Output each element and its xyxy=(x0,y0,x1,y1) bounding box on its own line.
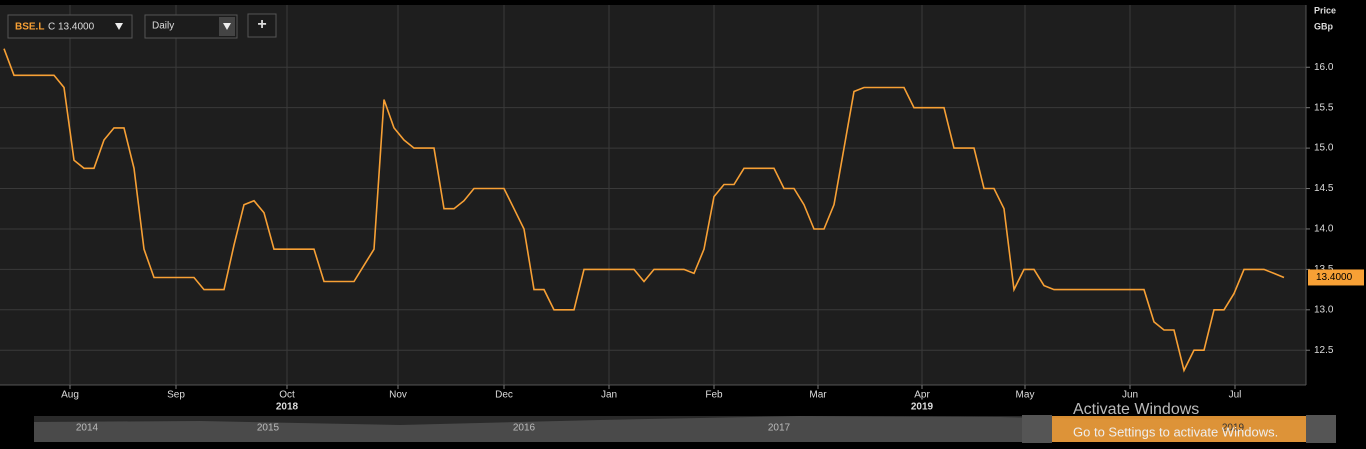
x-tick-label: Apr xyxy=(914,390,930,401)
x-tick-label: Jul xyxy=(1229,390,1242,401)
y-tick-label: 15.0 xyxy=(1314,143,1334,154)
x-tick-label: Oct xyxy=(279,390,295,401)
price-line xyxy=(3,48,1285,373)
symbol-selector[interactable] xyxy=(7,14,133,39)
x-tick-label: Sep xyxy=(167,390,185,401)
year-label: 2019 xyxy=(911,402,934,413)
interval-selector[interactable] xyxy=(144,14,238,39)
x-tick-label: Mar xyxy=(809,390,827,401)
quote: C 13.4000 xyxy=(48,22,95,33)
x-tick-label: Dec xyxy=(495,390,513,401)
dropdown-arrow xyxy=(115,23,123,30)
x-tick-label: Jun xyxy=(1122,390,1138,401)
y-tick-label: 15.5 xyxy=(1314,102,1334,113)
x-tick-label: Feb xyxy=(705,390,723,401)
y-tick-label: 13.0 xyxy=(1314,304,1334,315)
add-button[interactable] xyxy=(247,13,277,38)
navigator-handle[interactable] xyxy=(1022,415,1052,443)
watermark-title: Activate Windows xyxy=(1073,401,1199,418)
watermark-text: Go to Settings to activate Windows. xyxy=(1073,424,1278,439)
navigator-year: 2014 xyxy=(76,423,99,434)
plot-area xyxy=(0,5,1306,385)
axis-title: GBp xyxy=(1314,21,1334,31)
y-tick-label: 14.5 xyxy=(1314,183,1334,194)
navigator-year: 2015 xyxy=(257,423,280,434)
navigator-year: 2019 xyxy=(1222,423,1245,434)
add-icon: + xyxy=(257,16,266,33)
x-tick-label: Aug xyxy=(61,390,79,401)
navigator-year: 2017 xyxy=(768,423,791,434)
symbol: BSE.L xyxy=(15,22,44,33)
y-tick-label: 16.0 xyxy=(1314,62,1334,73)
axis-title: Price xyxy=(1314,5,1336,15)
navigator-area xyxy=(34,416,1336,442)
last-value-label: 13.4000 xyxy=(1316,272,1353,283)
navigator-selection[interactable] xyxy=(1022,416,1308,442)
dropdown-arrow xyxy=(223,23,231,30)
navigator-handle[interactable] xyxy=(1306,415,1336,443)
navigator-year: 2016 xyxy=(513,423,536,434)
year-label: 2018 xyxy=(276,402,299,413)
x-tick-label: Jan xyxy=(601,390,617,401)
x-tick-label: Nov xyxy=(389,390,407,401)
interval: Daily xyxy=(152,21,174,32)
last-value-box xyxy=(1308,269,1364,286)
y-tick-label: 14.0 xyxy=(1314,224,1334,235)
y-tick-label: 12.5 xyxy=(1314,345,1334,356)
x-tick-label: May xyxy=(1016,390,1035,401)
